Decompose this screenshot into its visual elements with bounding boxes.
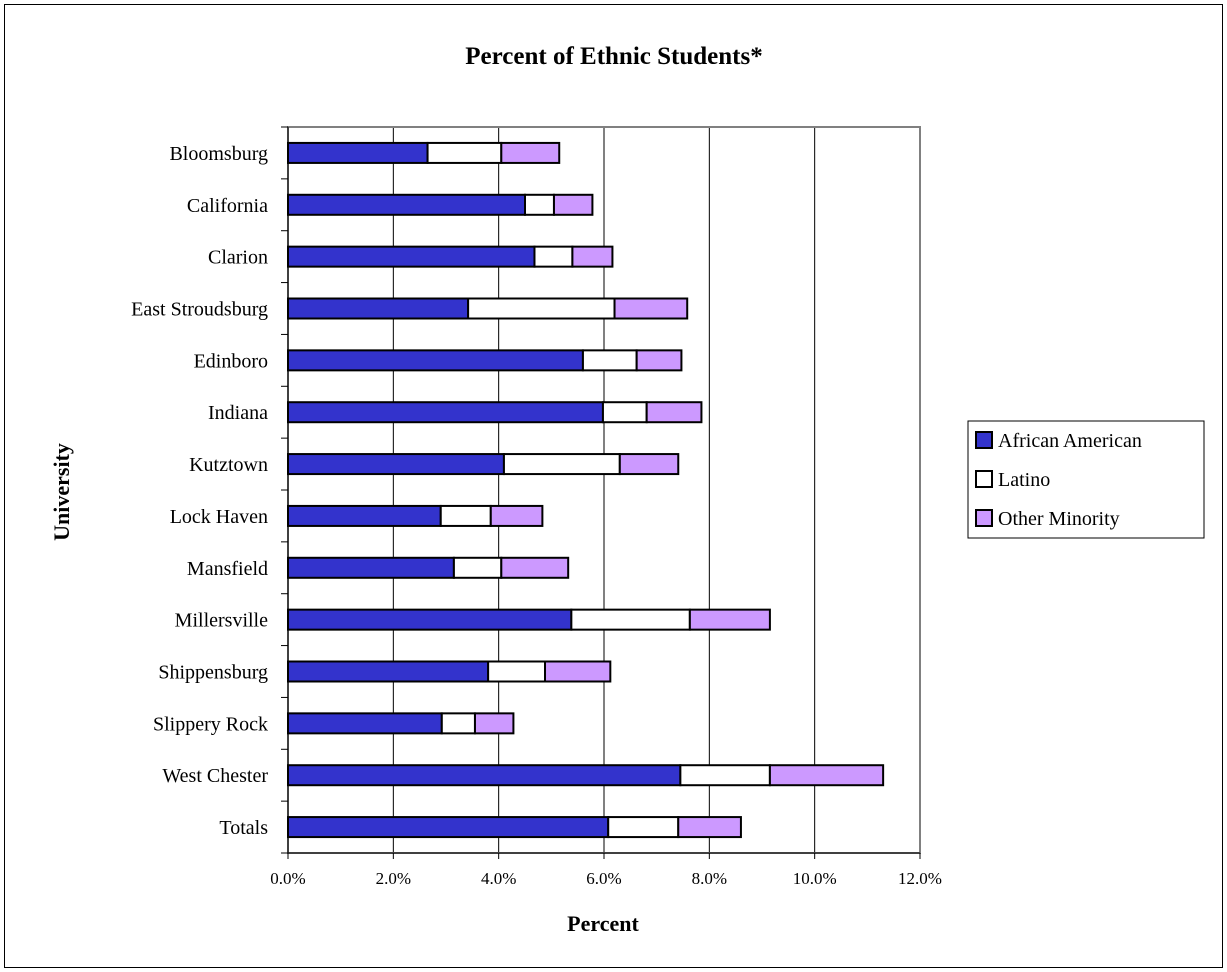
bar-segment-other-minority (552, 193, 594, 216)
bar-segment-other-minority (489, 504, 544, 527)
chart-axes (281, 126, 921, 859)
bar-segment-latino (467, 297, 616, 320)
bar-segment-african-american (287, 712, 443, 735)
category-label: Slippery Rock (153, 713, 268, 735)
legend-swatch (975, 431, 993, 449)
category-label: Bloomsburg (169, 143, 268, 165)
bar-segment-african-american (287, 349, 584, 372)
x-tick-label: 12.0% (898, 869, 942, 888)
chart-bars (287, 141, 885, 839)
bar-segment-latino (533, 245, 574, 268)
legend-label: Latino (998, 469, 1050, 491)
x-tick-label: 4.0% (481, 869, 516, 888)
bar-segment-latino (607, 816, 680, 839)
legend-box (967, 420, 1205, 539)
category-labels: Bloomsburg California Clarion East Stroudsb… (131, 143, 268, 839)
chart-title: Percent of Ethnic Students* (465, 43, 762, 70)
bar-segment-african-american (287, 504, 442, 527)
bar-segment-other-minority (571, 245, 614, 268)
category-label: Millersville (175, 610, 268, 632)
bar-segment-latino (502, 453, 621, 476)
bar-segment-other-minority (500, 141, 561, 164)
bar-segment-other-minority (544, 660, 612, 683)
bar-segment-african-american (287, 816, 610, 839)
legend-swatch (975, 470, 993, 488)
bar-segment-latino (452, 556, 503, 579)
x-axis-title: Percent (567, 911, 639, 936)
bar-segment-other-minority (645, 401, 703, 424)
legend-label: Other Minority (998, 508, 1120, 530)
bar-segment-other-minority (635, 349, 683, 372)
category-label: Shippensburg (158, 662, 268, 684)
bar-segment-latino (439, 504, 492, 527)
bar-segment-african-american (287, 401, 604, 424)
bar-segment-other-minority (677, 816, 742, 839)
category-label: Clarion (208, 247, 268, 269)
legend-swatch (975, 509, 993, 527)
bar-segment-other-minority (613, 297, 689, 320)
bar-segment-african-american (287, 245, 536, 268)
bar-segment-african-american (287, 297, 470, 320)
bar-segment-other-minority (500, 556, 570, 579)
legend-label: African American (998, 430, 1142, 452)
bar-segment-latino (426, 141, 503, 164)
chart-legend: African American Latino Other Minority (967, 420, 1205, 539)
chart-gridlines (392, 127, 816, 853)
category-label: East Stroudsburg (131, 299, 268, 321)
x-tick-labels: 0.0% 2.0% 4.0% 6.0% 8.0% 10.0% 12.0% (270, 869, 942, 888)
bar-segment-other-minority (473, 712, 515, 735)
bar-segment-african-american (287, 141, 429, 164)
bar-segment-latino (487, 660, 547, 683)
category-label: Edinboro (194, 350, 268, 372)
bar-segment-latino (601, 401, 648, 424)
bar-segment-african-american (287, 764, 682, 787)
y-axis-title: University (49, 443, 74, 541)
bar-segment-other-minority (618, 453, 680, 476)
category-label: Indiana (208, 402, 268, 424)
bar-segment-african-american (287, 608, 573, 631)
bar-segment-latino (581, 349, 638, 372)
category-label: California (187, 195, 268, 217)
category-label: West Chester (162, 765, 268, 787)
bar-segment-latino (570, 608, 691, 631)
category-label: Kutztown (189, 454, 268, 476)
bar-segment-african-american (287, 660, 490, 683)
bar-segment-latino (679, 764, 771, 787)
bar-segment-african-american (287, 453, 505, 476)
bar-segment-latino (440, 712, 476, 735)
bar-segment-other-minority (688, 608, 771, 631)
x-tick-label: 2.0% (376, 869, 411, 888)
x-tick-label: 6.0% (586, 869, 621, 888)
x-tick-label: 10.0% (793, 869, 837, 888)
x-tick-label: 8.0% (692, 869, 727, 888)
bar-segment-african-american (287, 193, 526, 216)
category-label: Mansfield (187, 558, 268, 580)
x-tick-label: 0.0% (270, 869, 305, 888)
bar-segment-african-american (287, 556, 455, 579)
category-label: Totals (219, 817, 268, 839)
bar-segment-other-minority (768, 764, 885, 787)
bar-segment-latino (524, 193, 555, 216)
category-label: Lock Haven (170, 506, 268, 528)
